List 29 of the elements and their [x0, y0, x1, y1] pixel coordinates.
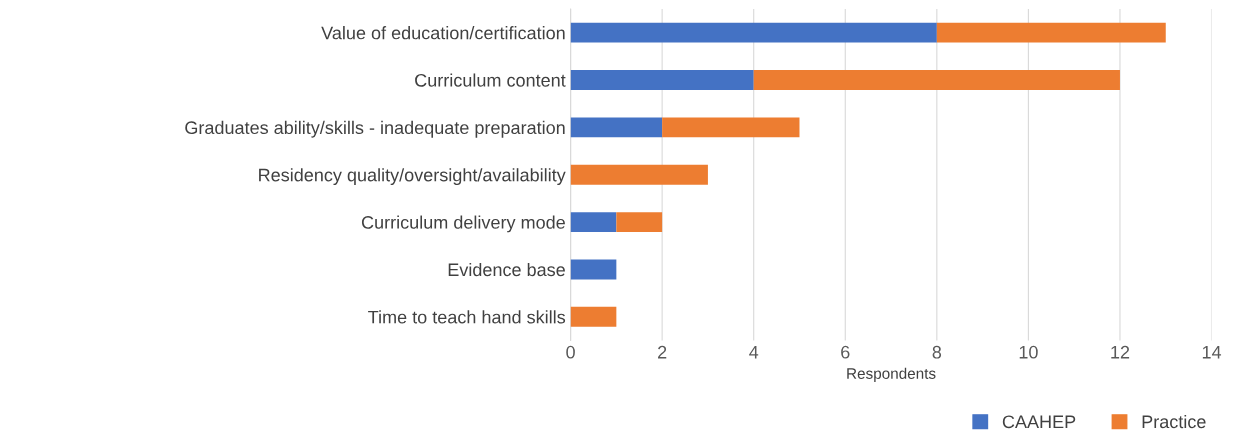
- x-tick-label: 10: [1019, 345, 1038, 359]
- x-tick-label: 14: [1202, 346, 1222, 359]
- legend-label: CAAHEP: [1002, 415, 1076, 429]
- bar: [570, 259, 617, 280]
- y-tick-label: Curriculum content: [415, 73, 566, 87]
- bar: [570, 164, 708, 185]
- bar: [570, 70, 754, 90]
- bar: [570, 22, 937, 43]
- x-tick-label: 12: [1111, 345, 1130, 359]
- bar: [570, 212, 617, 233]
- bar: [753, 70, 1120, 90]
- y-tick-label: Residency quality/oversight/availability: [259, 168, 566, 186]
- y-tick-label: Evidence base: [448, 262, 565, 277]
- bar: [936, 22, 1166, 43]
- bar: [662, 117, 800, 138]
- x-tick-label: 0: [566, 345, 575, 359]
- y-tick-label: Curriculum delivery mode: [361, 215, 565, 233]
- bar: [570, 117, 663, 138]
- x-axis-title: Respondents: [847, 367, 936, 382]
- y-tick-label: Graduates ability/skills - inadequate preparation: [185, 120, 565, 138]
- y-tick-label: Time to teach hand skills: [368, 310, 566, 324]
- y-tick-label: Value of education/certification: [321, 26, 565, 40]
- legend-label: Practice: [1142, 414, 1206, 429]
- bar: [616, 212, 663, 233]
- x-tick-label: 2: [658, 345, 667, 359]
- x-tick-label: 6: [841, 345, 850, 359]
- x-tick-label: 8: [932, 345, 942, 359]
- x-tick-label: 4: [749, 346, 759, 359]
- bar: [570, 306, 617, 327]
